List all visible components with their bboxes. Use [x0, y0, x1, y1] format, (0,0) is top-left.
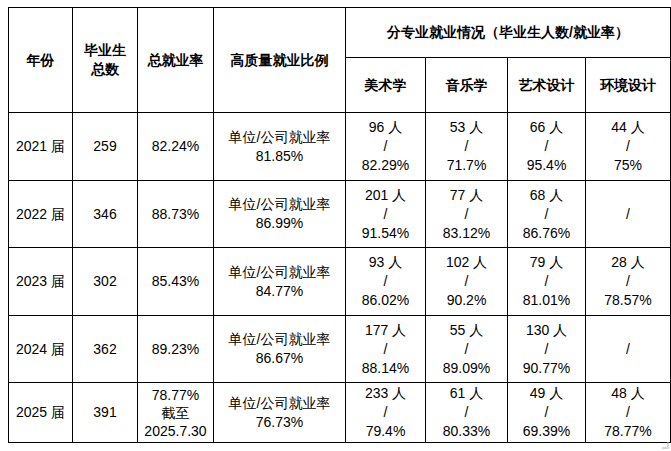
major-cell-art-design: 68 人 / 86.76%	[508, 181, 586, 248]
major-cell-env-design: 28 人 / 78.57%	[586, 248, 671, 316]
overall-rate-cell: 82.24%	[138, 113, 214, 181]
col-header-major-fine-arts: 美术学	[346, 58, 426, 113]
total-cell: 391	[73, 383, 138, 443]
major-cell-env-design: 44 人 / 75%	[586, 113, 671, 181]
overall-rate-cell: 88.73%	[138, 181, 214, 248]
total-cell: 346	[73, 181, 138, 248]
major-cell-music: 53 人 / 71.7%	[426, 113, 508, 181]
overall-rate-cell: 89.23%	[138, 316, 214, 383]
year-cell: 2021 届	[9, 113, 73, 181]
table-row-2024: 2024 届 362 89.23% 单位/公司就业率 86.67% 177 人 …	[9, 316, 671, 383]
overall-rate-cell: 85.43%	[138, 248, 214, 316]
col-header-major-env-design: 环境设计	[586, 58, 671, 113]
major-cell-art-design: 130 人 / 90.77%	[508, 316, 586, 383]
employment-statistics-table: 年份 毕业生 总数 总就业率 高质量就业比例 分专业就业情况（毕业生人数/就业率…	[8, 7, 671, 443]
quality-cell: 单位/公司就业率 86.99%	[214, 181, 346, 248]
total-cell: 302	[73, 248, 138, 316]
year-cell: 2024 届	[9, 316, 73, 383]
quality-cell: 单位/公司就业率 76.73%	[214, 383, 346, 443]
major-cell-music: 102 人 / 90.2%	[426, 248, 508, 316]
year-cell: 2023 届	[9, 248, 73, 316]
major-cell-art-design: 49 人 / 69.39%	[508, 383, 586, 443]
major-cell-fine-arts: 201 人 / 91.54%	[346, 181, 426, 248]
table-row-2022: 2022 届 346 88.73% 单位/公司就业率 86.99% 201 人 …	[9, 181, 671, 248]
year-cell: 2022 届	[9, 181, 73, 248]
quality-cell: 单位/公司就业率 81.85%	[214, 113, 346, 181]
major-cell-env-design: /	[586, 316, 671, 383]
col-header-total-graduates: 毕业生 总数	[73, 8, 138, 113]
col-header-high-quality: 高质量就业比例	[214, 8, 346, 113]
major-cell-fine-arts: 233 人 / 79.4%	[346, 383, 426, 443]
table-row-2023: 2023 届 302 85.43% 单位/公司就业率 84.77% 93 人 /…	[9, 248, 671, 316]
major-cell-fine-arts: 93 人 / 86.02%	[346, 248, 426, 316]
total-cell: 259	[73, 113, 138, 181]
col-header-major-music: 音乐学	[426, 58, 508, 113]
major-cell-env-design: 48 人 / 78.77%	[586, 383, 671, 443]
major-cell-music: 77 人 / 83.12%	[426, 181, 508, 248]
header-row-group: 年份 毕业生 总数 总就业率 高质量就业比例 分专业就业情况（毕业生人数/就业率…	[9, 8, 671, 58]
overall-rate-cell: 78.77% 截至 2025.7.30	[138, 383, 214, 443]
table-row-2025: 2025 届 391 78.77% 截至 2025.7.30 单位/公司就业率 …	[9, 383, 671, 443]
year-cell: 2025 届	[9, 383, 73, 443]
resize-handle-artifact	[662, 442, 669, 449]
major-cell-music: 55 人 / 89.09%	[426, 316, 508, 383]
major-cell-art-design: 79 人 / 81.01%	[508, 248, 586, 316]
quality-cell: 单位/公司就业率 84.77%	[214, 248, 346, 316]
major-cell-fine-arts: 177 人 / 88.14%	[346, 316, 426, 383]
document-page: 年份 毕业生 总数 总就业率 高质量就业比例 分专业就业情况（毕业生人数/就业率…	[0, 0, 671, 451]
total-cell: 362	[73, 316, 138, 383]
major-cell-art-design: 66 人 / 95.4%	[508, 113, 586, 181]
major-cell-fine-arts: 96 人 / 82.29%	[346, 113, 426, 181]
table-row-2021: 2021 届 259 82.24% 单位/公司就业率 81.85% 96 人 /…	[9, 113, 671, 181]
major-cell-env-design: /	[586, 181, 671, 248]
col-header-year: 年份	[9, 8, 73, 113]
col-header-by-major-group: 分专业就业情况（毕业生人数/就业率）	[346, 8, 671, 58]
quality-cell: 单位/公司就业率 86.67%	[214, 316, 346, 383]
col-header-overall-rate: 总就业率	[138, 8, 214, 113]
major-cell-music: 61 人 / 80.33%	[426, 383, 508, 443]
col-header-major-art-design: 艺术设计	[508, 58, 586, 113]
